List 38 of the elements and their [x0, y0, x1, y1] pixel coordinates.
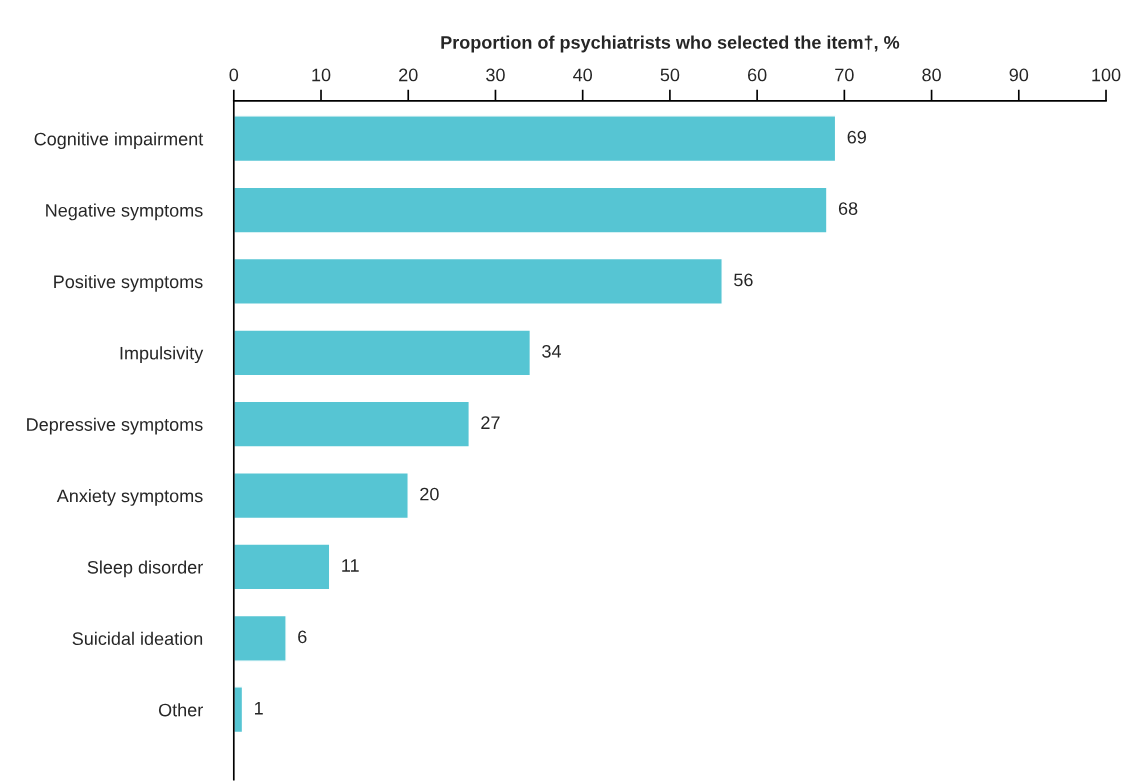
data-label: 20 — [420, 487, 439, 501]
data-label: 56 — [734, 273, 753, 287]
x-tick-label: 60 — [748, 68, 767, 82]
x-tick-label: 80 — [922, 68, 941, 82]
y-tick-label: Negative symptoms — [46, 203, 203, 221]
data-label: 34 — [542, 344, 562, 358]
y-tick-label: Depressive symptoms — [27, 417, 203, 435]
data-label: 11 — [342, 559, 359, 572]
data-label: 27 — [481, 416, 500, 429]
y-tick-label: Sleep disorder — [87, 560, 203, 578]
y-tick-label: Anxiety symptoms — [56, 489, 203, 506]
bar — [233, 400, 470, 448]
x-tick-label: 100 — [1092, 68, 1121, 82]
y-tick-label: Cognitive impairment — [34, 132, 204, 149]
bar — [233, 543, 331, 591]
x-tick-label: 50 — [660, 68, 680, 82]
bar — [233, 329, 532, 377]
x-tick-label: 90 — [1009, 68, 1029, 82]
data-label: 6 — [298, 630, 307, 644]
x-tick-label: 0 — [229, 68, 239, 82]
y-tick-label: Impulsivity — [120, 346, 204, 364]
bar — [233, 115, 837, 163]
y-tick-label: Suicidal ideation — [72, 631, 203, 646]
data-label: 69 — [847, 130, 866, 144]
x-tick-label: 40 — [573, 68, 593, 82]
bar — [233, 186, 828, 234]
bar — [233, 472, 409, 520]
bar — [233, 257, 723, 305]
data-label: 68 — [838, 202, 858, 215]
x-tick-label: 30 — [486, 68, 505, 82]
x-axis-title: Proportion of psychiatrists who selected the item†, % — [441, 35, 900, 53]
y-tick-label: Positive symptoms — [54, 274, 203, 292]
x-tick-label: 20 — [399, 68, 418, 82]
x-tick-label: 10 — [312, 68, 331, 82]
y-tick-label: Other — [158, 703, 203, 717]
x-tick-label: 70 — [835, 68, 854, 82]
bar — [233, 614, 287, 662]
data-label: 1 — [255, 701, 263, 715]
